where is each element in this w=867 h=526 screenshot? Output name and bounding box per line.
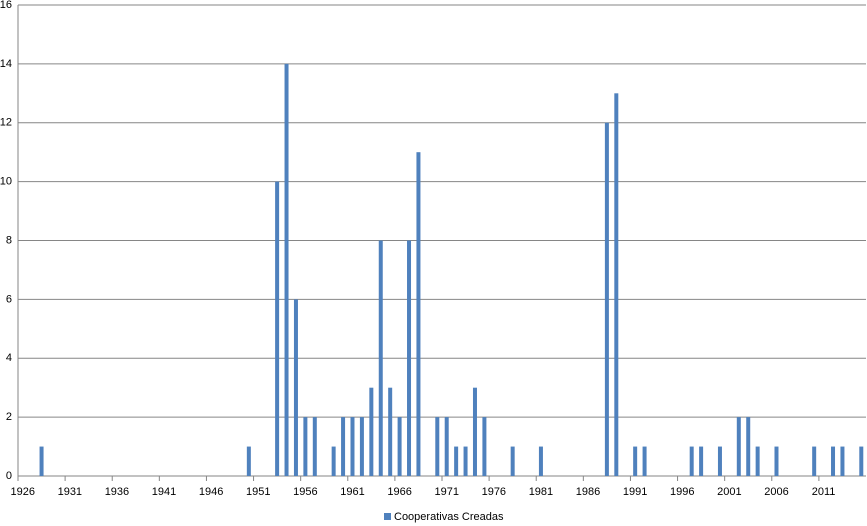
bar — [312, 417, 317, 476]
x-tick-label: 2001 — [717, 486, 741, 498]
bar — [435, 417, 440, 476]
bar — [642, 446, 647, 476]
x-tick-label: 1971 — [434, 486, 458, 498]
bar — [463, 446, 468, 476]
x-tick-label: 1986 — [576, 486, 600, 498]
x-tick-label: 1981 — [529, 486, 553, 498]
y-tick-label: 12 — [0, 117, 12, 129]
bar — [604, 122, 609, 476]
y-tick-label: 16 — [0, 0, 12, 11]
bar — [510, 446, 515, 476]
bar — [407, 240, 412, 476]
x-tick-label: 1951 — [246, 486, 270, 498]
bar — [369, 387, 374, 476]
bar — [859, 446, 864, 476]
y-tick-label: 8 — [6, 234, 12, 246]
y-tick-label: 10 — [0, 176, 12, 188]
bar — [633, 446, 638, 476]
bar — [246, 446, 251, 476]
x-tick-label: 1991 — [623, 486, 647, 498]
bar — [689, 446, 694, 476]
bar — [341, 417, 346, 476]
bar — [284, 63, 289, 476]
bar — [482, 417, 487, 476]
bar — [359, 417, 364, 476]
bar — [736, 417, 741, 476]
bar — [454, 446, 459, 476]
bar — [275, 181, 280, 476]
bar — [39, 446, 44, 476]
legend-swatch — [384, 513, 391, 520]
x-tick-label: 1926 — [10, 486, 34, 498]
bar — [397, 417, 402, 476]
bar — [717, 446, 722, 476]
bar — [746, 417, 751, 476]
bar — [472, 387, 477, 476]
bar — [840, 446, 845, 476]
bar — [755, 446, 760, 476]
y-tick-label: 4 — [6, 352, 12, 364]
x-tick-label: 1966 — [387, 486, 411, 498]
bar — [774, 446, 779, 476]
bar — [812, 446, 817, 476]
bar — [416, 152, 421, 476]
bar — [699, 446, 704, 476]
x-tick-label: 1931 — [58, 486, 82, 498]
x-tick-label: 2011 — [812, 486, 836, 498]
bar — [293, 299, 298, 476]
bar — [388, 387, 393, 476]
bar — [831, 446, 836, 476]
y-tick-label: 2 — [6, 411, 12, 423]
bar — [350, 417, 355, 476]
y-tick-label: 14 — [0, 58, 12, 70]
bar — [378, 240, 383, 476]
bar — [614, 93, 619, 476]
bar — [331, 446, 336, 476]
x-tick-label: 1941 — [152, 486, 176, 498]
x-tick-label: 1996 — [670, 486, 694, 498]
x-tick-label: 1976 — [482, 486, 506, 498]
x-tick-label: 1956 — [293, 486, 317, 498]
legend-label: Cooperativas Creadas — [394, 511, 504, 523]
y-tick-label: 6 — [6, 293, 12, 305]
y-tick-label: 0 — [6, 470, 12, 482]
x-tick-label: 1946 — [199, 486, 223, 498]
bar — [444, 417, 449, 476]
bar — [538, 446, 543, 476]
x-tick-label: 1936 — [105, 486, 129, 498]
x-tick-label: 1961 — [340, 486, 364, 498]
bar — [303, 417, 308, 476]
x-tick-label: 2006 — [764, 486, 788, 498]
